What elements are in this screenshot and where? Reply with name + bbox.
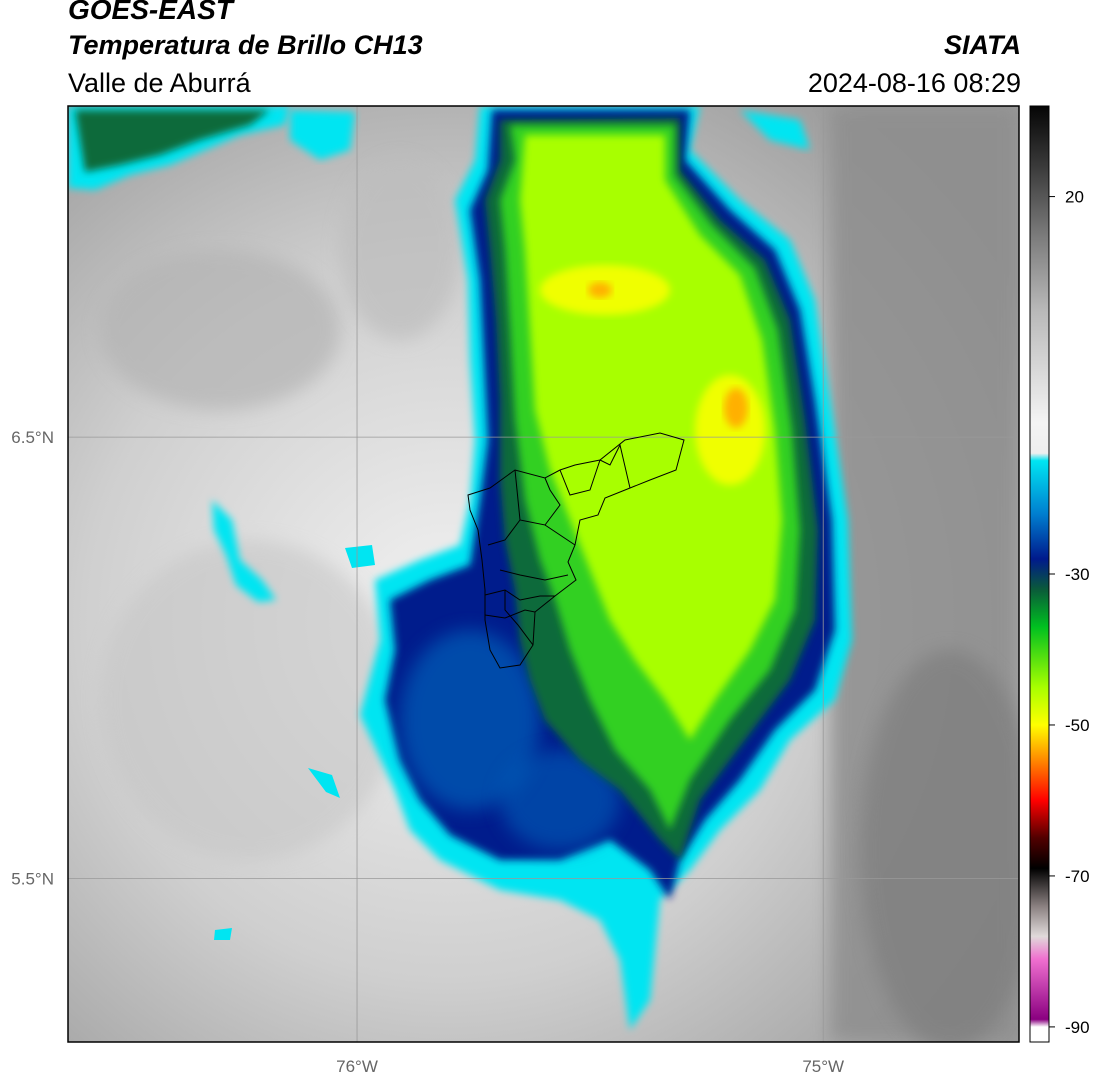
region-label: Valle de Aburrá <box>68 68 251 98</box>
grey-patch <box>100 250 340 410</box>
valley-outline <box>467 432 685 669</box>
cold-cloud-strip <box>740 110 810 150</box>
colorbar-ticks: 20 -30 -50 -70 -90 <box>1049 188 1090 1037</box>
grey-patch <box>860 650 1019 1042</box>
municipality-border <box>514 469 561 526</box>
colorbar-tick-label: -70 <box>1065 867 1090 886</box>
latitude-tick-label: 5.5°N <box>11 870 54 889</box>
cloud-orange-core <box>588 282 612 298</box>
cold-cloud-strip <box>290 110 355 160</box>
cloud-mid-blue <box>400 630 540 810</box>
municipality-border <box>484 609 536 619</box>
cold-cloud-patch <box>212 500 276 602</box>
cloud-mid-blue <box>500 750 620 850</box>
valley-boundaries <box>467 432 685 669</box>
municipality-border <box>559 459 601 496</box>
grey-patch <box>340 160 460 340</box>
axis-labels: 6.5°N 5.5°N 76°W 75°W <box>11 428 844 1076</box>
municipality-border <box>499 569 569 581</box>
product-title: Temperatura de Brillo CH13 <box>68 30 423 60</box>
colorbar-tick-label: -30 <box>1065 565 1090 584</box>
satellite-title: GOES-EAST <box>68 0 233 25</box>
satellite-image <box>68 106 1019 1042</box>
longitude-tick-label: 75°W <box>802 1057 844 1076</box>
organization-label: SIATA <box>944 30 1021 60</box>
municipality-border <box>484 589 555 601</box>
cold-cloud-patch <box>214 928 232 940</box>
municipality-border <box>487 519 576 546</box>
cloud-orange-core <box>724 388 748 428</box>
longitude-tick-label: 76°W <box>336 1057 378 1076</box>
colorbar: 20 -30 -50 -70 -90 <box>1029 105 1090 1043</box>
datetime-label: 2024-08-16 08:29 <box>807 68 1021 98</box>
colorbar-tick-label: 20 <box>1065 188 1084 207</box>
colorbar-tick-label: -50 <box>1065 716 1090 735</box>
colorbar-gradient <box>1030 106 1049 1042</box>
latitude-tick-label: 6.5°N <box>11 428 54 447</box>
municipality-border <box>599 443 631 489</box>
map-frame <box>67 105 1020 1043</box>
gridlines <box>68 106 1019 1042</box>
cold-cloud-strip <box>75 110 270 172</box>
colorbar-tick-label: -90 <box>1065 1018 1090 1037</box>
municipality-border <box>504 590 534 646</box>
cold-cloud-patch <box>345 545 375 568</box>
cold-cloud-patch <box>308 768 340 798</box>
